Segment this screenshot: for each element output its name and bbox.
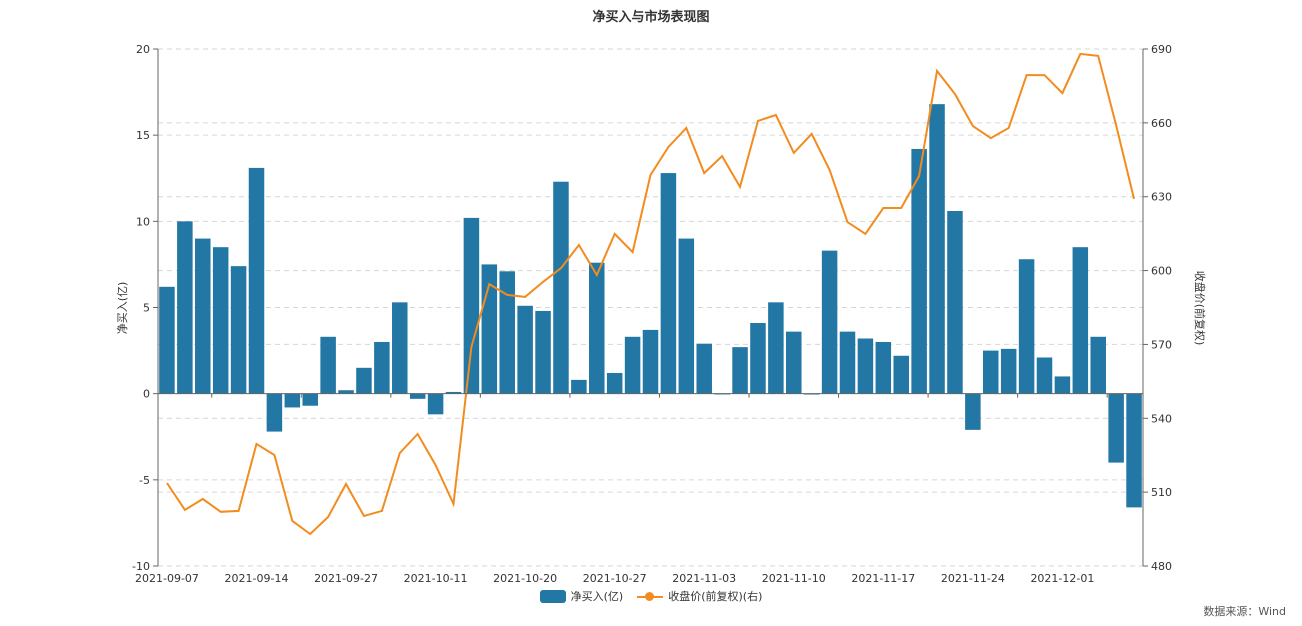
bar	[1036, 357, 1053, 394]
y-axis-right-title: 收盘价(前复权)	[1193, 271, 1207, 346]
data-source: 数据来源：Wind	[1203, 605, 1286, 618]
bar	[517, 305, 533, 394]
y-tick-label-left: -5	[139, 474, 150, 487]
bar	[392, 302, 408, 394]
x-tick-label: 2021-11-10	[762, 572, 826, 585]
bar	[535, 310, 551, 394]
y-tick-label-left: 5	[143, 302, 150, 315]
bar	[356, 367, 372, 394]
bar	[266, 393, 283, 432]
y-tick-label-left: 0	[143, 388, 150, 401]
bar	[427, 393, 444, 415]
bar	[571, 379, 587, 394]
bar	[374, 341, 390, 394]
bar	[1126, 393, 1142, 508]
legend-label: 净买入(亿)	[570, 590, 624, 603]
y-tick-label-right: 690	[1151, 43, 1172, 56]
y-tick-label-right: 660	[1151, 117, 1172, 130]
x-tick-label: 2021-10-20	[493, 572, 557, 585]
bars	[159, 104, 1142, 508]
bar	[320, 336, 336, 394]
gridlines	[158, 48, 1143, 567]
axes: -10-505101520480510540570600630660690202…	[132, 43, 1172, 585]
x-tick-label: 2021-11-03	[672, 572, 736, 585]
bar	[409, 393, 426, 399]
bar	[589, 262, 605, 394]
bar	[230, 266, 247, 394]
bar	[284, 393, 301, 408]
legend-label: 收盘价(前复权)(右)	[668, 590, 763, 603]
bar	[177, 221, 193, 394]
bar	[1054, 376, 1071, 394]
bar	[875, 341, 892, 394]
bar	[606, 372, 623, 394]
x-tick-label: 2021-12-01	[1030, 572, 1094, 585]
bar	[768, 302, 784, 394]
x-tick-label: 2021-09-14	[225, 572, 289, 585]
y-tick-label-right: 540	[1151, 412, 1172, 425]
bar	[463, 217, 480, 394]
bar	[445, 391, 462, 394]
y-tick-label-left: 15	[136, 129, 150, 142]
x-tick-label: 2021-11-17	[851, 572, 915, 585]
y-tick-label-right: 630	[1151, 191, 1172, 204]
bar	[965, 393, 981, 430]
bar	[212, 247, 229, 394]
bar	[499, 271, 515, 394]
y-tick-label-right: 600	[1151, 265, 1172, 278]
bar	[839, 331, 856, 394]
bar	[338, 390, 354, 394]
bar	[696, 343, 712, 394]
bar	[678, 238, 695, 394]
chart-title: 净买入与市场表现图	[592, 10, 710, 25]
bar	[750, 323, 766, 394]
price-line	[166, 52, 1135, 536]
y-axis-left-title: 净买入(亿)	[115, 282, 129, 335]
bar	[1018, 259, 1035, 394]
bar	[642, 329, 659, 394]
bar	[929, 104, 945, 394]
bar	[302, 393, 318, 406]
y-tick-label-left: 20	[136, 43, 150, 56]
x-tick-label: 2021-10-27	[583, 572, 647, 585]
y-tick-label-right: 480	[1151, 560, 1172, 573]
bar	[857, 338, 874, 394]
bar	[195, 238, 211, 394]
bar	[660, 173, 677, 394]
legend-item-net-buy[interactable]: 净买入(亿)	[539, 588, 624, 604]
x-tick-label: 2021-10-11	[404, 572, 468, 585]
bar	[893, 355, 909, 394]
bar	[732, 347, 748, 394]
bar	[911, 148, 927, 394]
bar	[947, 210, 963, 394]
bar	[983, 350, 999, 394]
legend-item-close-price[interactable]: 收盘价(前复权)(右)	[637, 588, 762, 604]
y-tick-label-left: -10	[132, 560, 150, 573]
x-tick-label: 2021-11-24	[941, 572, 1005, 585]
x-tick-label: 2021-09-27	[314, 572, 378, 585]
bar	[1108, 393, 1124, 463]
bar	[1000, 348, 1017, 394]
legend: 净买入(亿) 收盘价(前复权)(右)	[0, 588, 1302, 604]
x-tick-label: 2021-09-07	[135, 572, 199, 585]
y-tick-label-left: 10	[136, 215, 150, 228]
y-tick-label-right: 510	[1151, 486, 1172, 499]
bar	[624, 336, 641, 394]
bar	[553, 181, 569, 394]
price-series-line	[166, 52, 1135, 536]
bar	[821, 250, 838, 394]
bar	[1090, 336, 1106, 394]
bar	[786, 331, 802, 394]
y-tick-label-right: 570	[1151, 338, 1172, 351]
bar	[1072, 247, 1089, 394]
bar	[159, 286, 175, 394]
legend-bar-swatch	[539, 589, 566, 603]
bar	[248, 167, 265, 394]
legend-line-swatch	[637, 590, 664, 603]
